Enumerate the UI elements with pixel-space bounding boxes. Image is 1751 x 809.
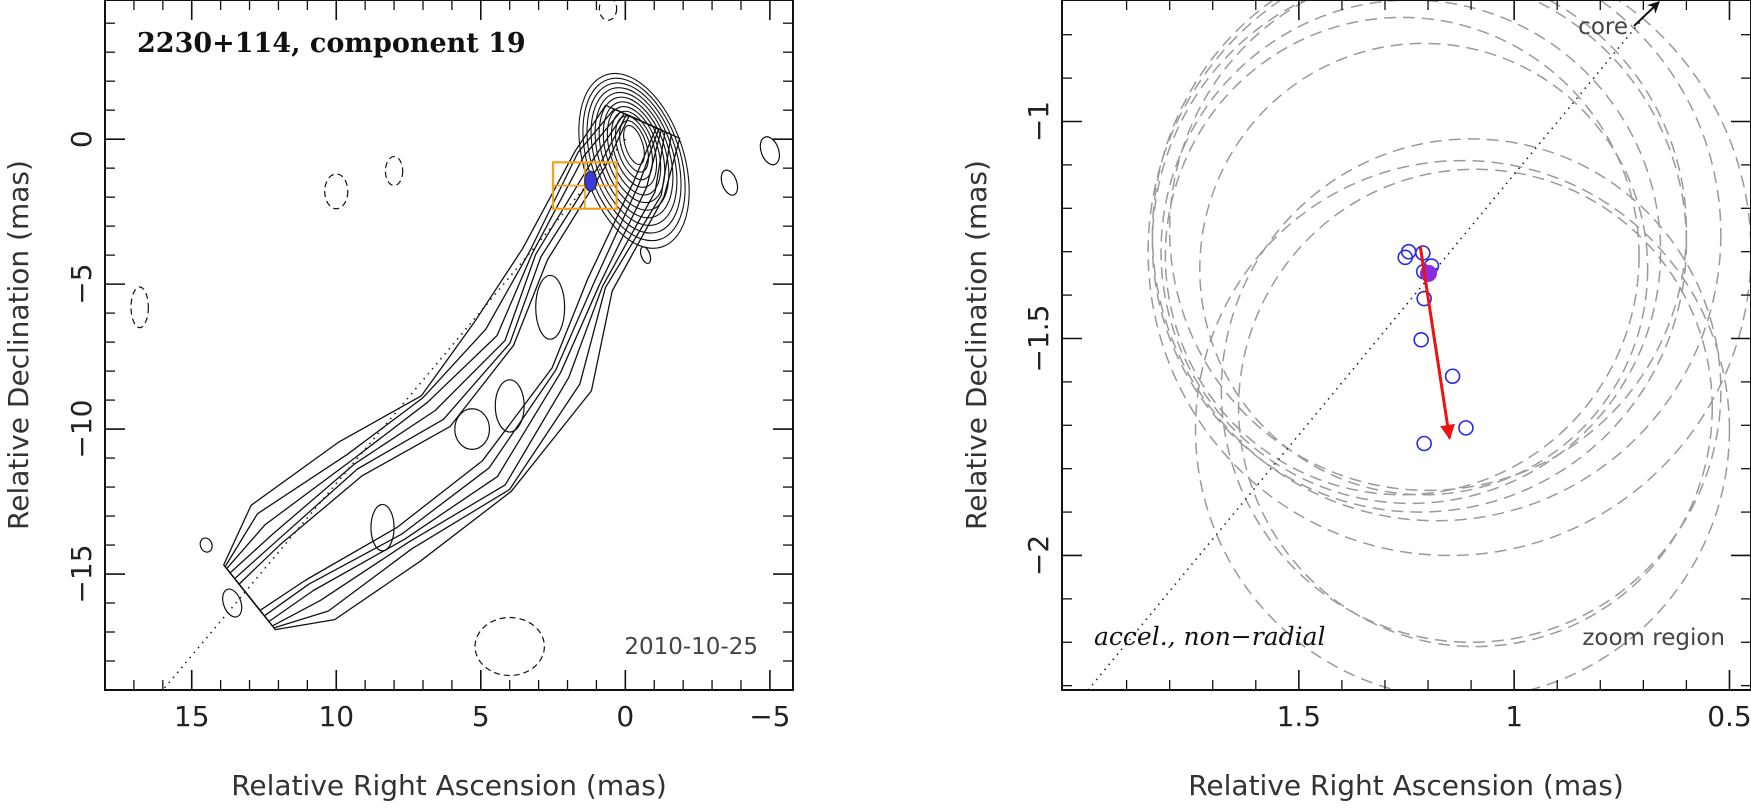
jet-knot-contour xyxy=(370,503,395,552)
negative-contour xyxy=(130,286,149,329)
beam-circles xyxy=(1147,0,1751,690)
epoch-point xyxy=(1458,420,1474,436)
core-contour xyxy=(623,124,645,165)
epoch-point xyxy=(1444,368,1461,385)
y-tick-label: −1 xyxy=(1022,101,1055,142)
epoch-point xyxy=(1416,290,1432,307)
left-plot-area xyxy=(130,0,781,690)
x-tick-label: 0 xyxy=(616,700,634,733)
motion-vector xyxy=(1418,246,1455,440)
isolated-contour xyxy=(222,588,243,618)
core-contour xyxy=(610,110,658,188)
jet-axis-line xyxy=(162,138,626,690)
isolated-contour xyxy=(199,537,213,553)
negative-contour xyxy=(474,616,545,677)
x-tick-label: 0.5 xyxy=(1707,700,1751,733)
right-y-axis-label: Relative Declination (mas) xyxy=(960,160,993,530)
x-tick-label: 1.5 xyxy=(1277,700,1322,733)
epoch-date: 2010-10-25 xyxy=(624,634,758,660)
zoom-region-label: zoom region xyxy=(1582,625,1725,651)
left-ticks xyxy=(104,0,793,691)
component-marker xyxy=(584,170,598,192)
beam-circle xyxy=(1164,16,1640,496)
core-arrow xyxy=(1633,1,1660,27)
isolated-contour xyxy=(720,169,739,196)
negative-contour xyxy=(384,155,404,187)
beam-circle xyxy=(1220,138,1722,644)
core-direction-line xyxy=(1087,21,1641,690)
motion-type-label: accel., non−radial xyxy=(1094,622,1326,651)
right-plot-frame xyxy=(1061,0,1751,691)
core-label: core xyxy=(1578,14,1628,40)
y-tick-label: −5 xyxy=(65,263,98,304)
left-plot-frame xyxy=(104,0,794,691)
left-x-axis-label: Relative Right Ascension (mas) xyxy=(231,769,667,802)
x-tick-label: 10 xyxy=(318,700,354,733)
isolated-contour xyxy=(759,136,781,166)
core-contour xyxy=(586,82,682,234)
left-tick-labels: 15 10 5 0 −5 0 −5 −10 −15 xyxy=(65,130,791,733)
right-ticks xyxy=(1062,0,1751,690)
jet-knot-contour xyxy=(535,274,566,340)
jet-knot-contour xyxy=(454,408,491,450)
contour-ring xyxy=(223,104,681,631)
contour-ring xyxy=(229,112,662,623)
jet-knot-contour xyxy=(494,379,525,433)
negative-contour xyxy=(324,173,349,210)
core-contour xyxy=(590,87,678,226)
core-contour xyxy=(606,106,662,196)
beam-circle xyxy=(1237,168,1713,648)
core-contour xyxy=(619,120,649,173)
right-tick-labels: 1.5 1 0.5 −1 −1.5 −2 xyxy=(1022,101,1751,733)
right-plot-area xyxy=(1087,0,1751,690)
beam-circle xyxy=(1151,0,1722,522)
beam-circle xyxy=(1168,0,1688,492)
epoch-point xyxy=(1413,331,1429,348)
left-y-axis-label: Relative Declination (mas) xyxy=(2,160,35,530)
negative-contour xyxy=(598,0,618,21)
right-panel: 1.5 1 0.5−1−1.5−2 core accel., non−radial … xyxy=(960,0,1751,802)
left-panel: 15 10 5 0 −5 0 −5 −10 −15 2230+114, component 19… xyxy=(2,0,794,802)
isolated-contour xyxy=(639,246,652,265)
beam-circle xyxy=(1147,0,1751,557)
y-tick-label: −1.5 xyxy=(1022,304,1055,372)
y-tick-label: 0 xyxy=(65,130,98,148)
x-tick-label: −5 xyxy=(749,700,790,733)
beam-circle xyxy=(1194,159,1731,690)
contour-ring xyxy=(226,111,666,627)
x-tick-label: 5 xyxy=(472,700,490,733)
jet-contours xyxy=(130,0,781,677)
x-tick-label: 15 xyxy=(174,700,210,733)
contour-ring xyxy=(224,108,672,629)
contour-ring xyxy=(234,113,660,617)
beam-circle xyxy=(1160,0,1662,505)
core-contour xyxy=(614,115,654,181)
contour-ring xyxy=(238,115,657,612)
x-tick-label: 1 xyxy=(1505,700,1523,733)
epoch-point xyxy=(1416,435,1432,452)
beam-circle xyxy=(1199,42,1649,496)
core-contour xyxy=(602,101,666,204)
chart-title: 2230+114, component 19 xyxy=(137,28,526,59)
y-tick-label: −15 xyxy=(65,544,98,603)
y-tick-label: −2 xyxy=(1022,535,1055,576)
beam-circle xyxy=(1151,0,1688,513)
core-contour xyxy=(594,91,674,219)
epoch-point xyxy=(1397,249,1414,266)
y-tick-label: −10 xyxy=(65,400,98,459)
right-x-axis-label: Relative Right Ascension (mas) xyxy=(1188,769,1624,802)
